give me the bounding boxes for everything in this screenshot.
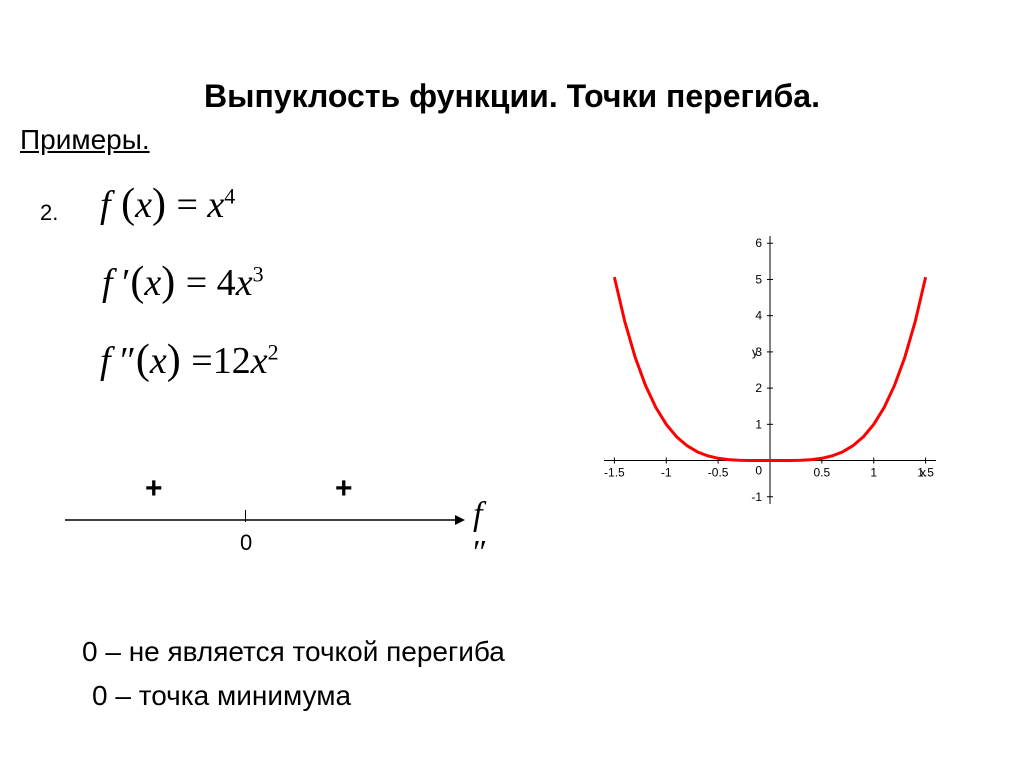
- function-chart: -1.5-1-0.50.511.5-11234560xy: [570, 228, 950, 528]
- number-line-arrow: [65, 515, 465, 535]
- svg-text:x: x: [920, 466, 926, 480]
- svg-text:6: 6: [755, 236, 762, 250]
- sign-right: +: [335, 472, 353, 506]
- formula-f-double-prime: f ″(x) =12x2: [100, 336, 279, 384]
- example-number: 2.: [40, 200, 58, 226]
- formula-f: f (x) = x4: [100, 180, 235, 228]
- svg-text:5: 5: [755, 272, 762, 286]
- examples-heading: Примеры.: [20, 124, 150, 156]
- svg-text:-1: -1: [751, 490, 762, 504]
- svg-text:2: 2: [755, 381, 762, 395]
- svg-text:y: y: [752, 345, 758, 359]
- number-line-tick: [245, 510, 246, 522]
- svg-text:1: 1: [755, 417, 762, 431]
- conclusion-minimum: 0 – точка минимума: [92, 680, 351, 712]
- conclusion-inflection: 0 – не является точкой перегиба: [82, 636, 505, 668]
- page-title: Выпуклость функции. Точки перегиба.: [0, 78, 1024, 115]
- sign-line-diagram: + + 0 f ″: [65, 480, 485, 560]
- number-line-zero: 0: [240, 530, 252, 556]
- formula-f-prime: f ′(x) = 4x3: [102, 258, 264, 306]
- svg-text:0.5: 0.5: [814, 466, 831, 480]
- svg-text:-1: -1: [661, 466, 672, 480]
- svg-text:0: 0: [755, 464, 762, 478]
- svg-text:1: 1: [870, 466, 877, 480]
- svg-text:-1.5: -1.5: [604, 466, 625, 480]
- svg-text:4: 4: [755, 309, 762, 323]
- sign-line-label: f ″: [473, 496, 487, 572]
- svg-text:-0.5: -0.5: [708, 466, 729, 480]
- sign-left: +: [145, 472, 163, 506]
